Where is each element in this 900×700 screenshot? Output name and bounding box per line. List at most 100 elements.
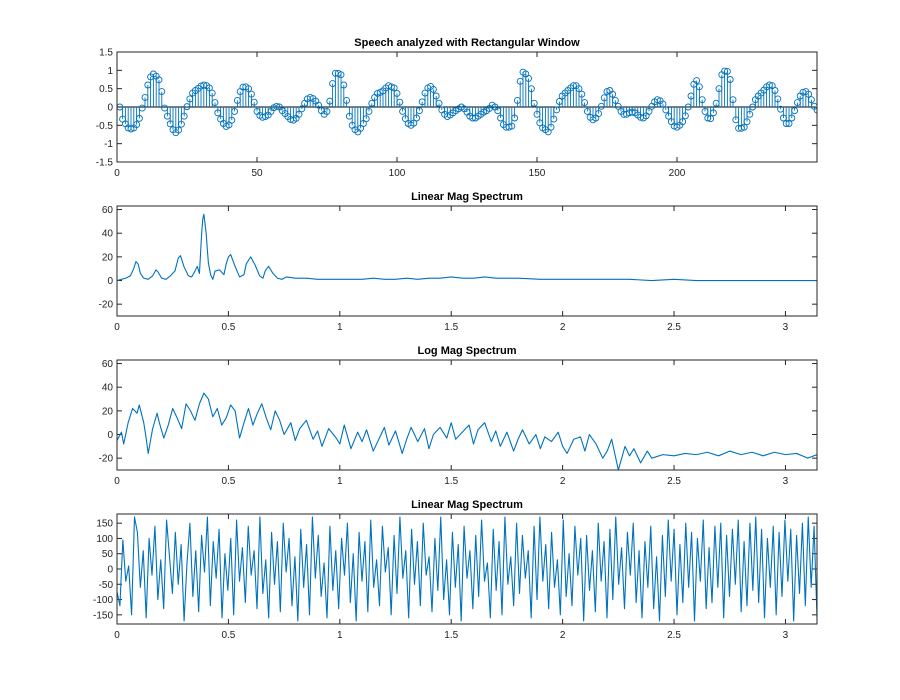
x-tick-label: 150 xyxy=(529,168,546,179)
x-tick-label: 200 xyxy=(669,168,686,179)
stem-marker xyxy=(723,67,731,75)
chart-title: Linear Mag Spectrum xyxy=(411,499,523,511)
x-tick-label: 2.5 xyxy=(667,630,681,641)
stem-marker xyxy=(743,118,751,126)
stem-marker xyxy=(785,120,793,127)
axes-background xyxy=(117,360,817,470)
stem-marker xyxy=(175,126,183,134)
y-tick-label: 1.5 xyxy=(99,48,113,59)
y-tick-label: 20 xyxy=(102,406,114,417)
y-tick-label: 50 xyxy=(102,549,114,560)
data-layer xyxy=(117,67,840,137)
stem-marker xyxy=(550,115,558,123)
stem-marker xyxy=(609,90,617,98)
y-tick-label: 0.5 xyxy=(99,84,113,95)
data-layer xyxy=(117,392,817,470)
y-tick-label: 0 xyxy=(107,565,113,576)
stem-marker xyxy=(698,96,706,104)
stem-marker xyxy=(645,107,653,115)
series-line xyxy=(117,392,817,470)
subplot-4: Linear Mag Spectrum 0 0.5 1 1.5 2 2.5 3 -150 -100… xyxy=(93,499,818,641)
stem-marker xyxy=(315,101,323,109)
stem-marker xyxy=(581,99,589,107)
stem-marker xyxy=(205,84,213,92)
stem-marker xyxy=(693,77,701,85)
chart-title: Linear Mag Spectrum xyxy=(411,191,523,203)
stem-marker xyxy=(429,85,437,93)
stem-marker xyxy=(813,106,817,114)
stem-marker xyxy=(707,115,715,123)
stem-marker xyxy=(200,81,208,89)
data-layer xyxy=(117,516,817,622)
x-tick-label: 1.5 xyxy=(444,476,458,487)
stem-marker xyxy=(295,110,303,118)
subplot-1: Speech analyzed with Rectangular Window 0… xyxy=(96,37,840,179)
stem-marker xyxy=(820,106,826,112)
stem-marker xyxy=(158,88,166,96)
y-tick-label: 60 xyxy=(102,359,114,370)
axes-background xyxy=(117,206,817,316)
y-tick-label: 40 xyxy=(102,383,114,394)
x-tick-label: 0.5 xyxy=(221,630,235,641)
stem-marker xyxy=(410,119,418,127)
stem-marker xyxy=(362,115,370,123)
stem-marker xyxy=(746,110,754,118)
stem-marker xyxy=(245,85,253,93)
x-tick-label: 50 xyxy=(251,168,263,179)
stem-marker xyxy=(614,102,622,110)
stem-marker xyxy=(135,114,143,122)
stem-marker xyxy=(740,123,748,131)
x-tick-label: 2 xyxy=(560,476,566,487)
chart-title: Speech analyzed with Rectangular Window xyxy=(354,37,580,49)
stem-marker xyxy=(323,107,331,115)
x-tick-label: 0 xyxy=(114,476,120,487)
x-tick-label: 3 xyxy=(783,630,789,641)
stem-marker xyxy=(805,90,813,98)
chart-title: Log Mag Spectrum xyxy=(417,345,516,357)
stem-marker xyxy=(788,114,796,122)
stem-marker xyxy=(807,96,815,104)
y-tick-label: 0 xyxy=(107,103,113,114)
stem-marker xyxy=(774,95,782,103)
x-tick-label: 0 xyxy=(114,168,120,179)
stem-marker xyxy=(508,122,516,130)
stem-marker xyxy=(155,76,163,84)
stem-marker xyxy=(393,89,401,97)
stem-marker xyxy=(247,90,255,98)
stem-marker xyxy=(831,112,837,118)
stem-marker xyxy=(834,114,840,120)
stem-marker xyxy=(709,109,717,117)
stem-marker xyxy=(525,74,533,82)
x-tick-label: 1.5 xyxy=(444,322,458,333)
stem-marker xyxy=(138,104,146,112)
stem-marker xyxy=(595,110,603,118)
stem-marker xyxy=(825,108,831,114)
stem-marker xyxy=(413,114,421,122)
stem-marker xyxy=(337,71,345,79)
stem-marker xyxy=(578,90,586,98)
y-tick-label: -1.5 xyxy=(96,158,114,169)
stem-marker xyxy=(553,106,561,114)
stem-marker xyxy=(231,107,239,115)
stem-marker xyxy=(721,67,729,75)
stem-marker xyxy=(228,116,236,124)
stem-marker xyxy=(273,102,281,110)
y-tick-label: -20 xyxy=(99,454,114,465)
stem-marker xyxy=(527,85,535,93)
x-tick-label: 1 xyxy=(337,630,343,641)
stem-marker xyxy=(726,76,734,83)
y-tick-label: -20 xyxy=(99,300,114,311)
stem-marker xyxy=(729,96,737,104)
series-line xyxy=(117,213,817,282)
x-tick-label: 0 xyxy=(114,630,120,641)
stem-marker xyxy=(177,120,185,128)
x-tick-label: 2.5 xyxy=(667,322,681,333)
y-tick-label: 60 xyxy=(102,205,114,216)
stem-marker xyxy=(822,106,828,112)
stem-marker xyxy=(250,98,258,106)
y-tick-label: -150 xyxy=(93,610,113,621)
stem-marker xyxy=(771,87,779,94)
